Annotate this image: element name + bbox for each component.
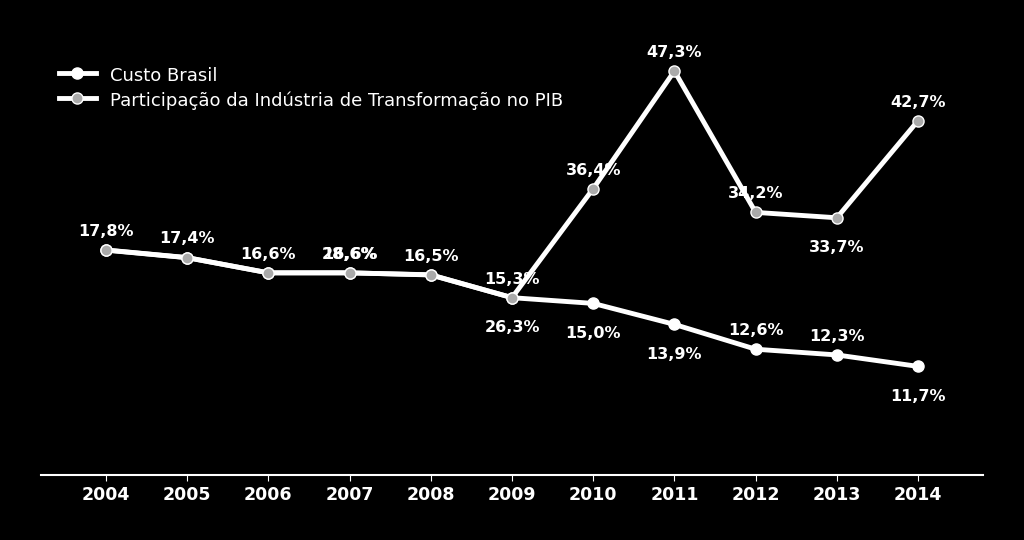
Text: 42,7%: 42,7% bbox=[890, 94, 946, 110]
Text: 36,4%: 36,4% bbox=[565, 163, 621, 178]
Text: 17,8%: 17,8% bbox=[78, 224, 134, 239]
Text: 11,7%: 11,7% bbox=[890, 389, 946, 403]
Text: 47,3%: 47,3% bbox=[647, 45, 702, 60]
Text: 26,3%: 26,3% bbox=[484, 320, 540, 335]
Text: 16,5%: 16,5% bbox=[403, 248, 459, 264]
Text: 12,3%: 12,3% bbox=[809, 329, 864, 344]
Text: 15,3%: 15,3% bbox=[484, 272, 540, 287]
Text: 15,0%: 15,0% bbox=[565, 326, 621, 341]
Text: 28,6%: 28,6% bbox=[322, 247, 377, 262]
Text: 16,6%: 16,6% bbox=[241, 247, 296, 262]
Text: 34,2%: 34,2% bbox=[728, 186, 783, 201]
Text: 13,9%: 13,9% bbox=[647, 347, 702, 362]
Text: 33,7%: 33,7% bbox=[809, 240, 864, 255]
Legend: Custo Brasil, Participação da Indústria de Transformação no PIB: Custo Brasil, Participação da Indústria … bbox=[59, 66, 563, 110]
Text: 12,6%: 12,6% bbox=[728, 323, 783, 338]
Text: 17,4%: 17,4% bbox=[160, 232, 215, 246]
Text: 16,6%: 16,6% bbox=[322, 247, 377, 262]
